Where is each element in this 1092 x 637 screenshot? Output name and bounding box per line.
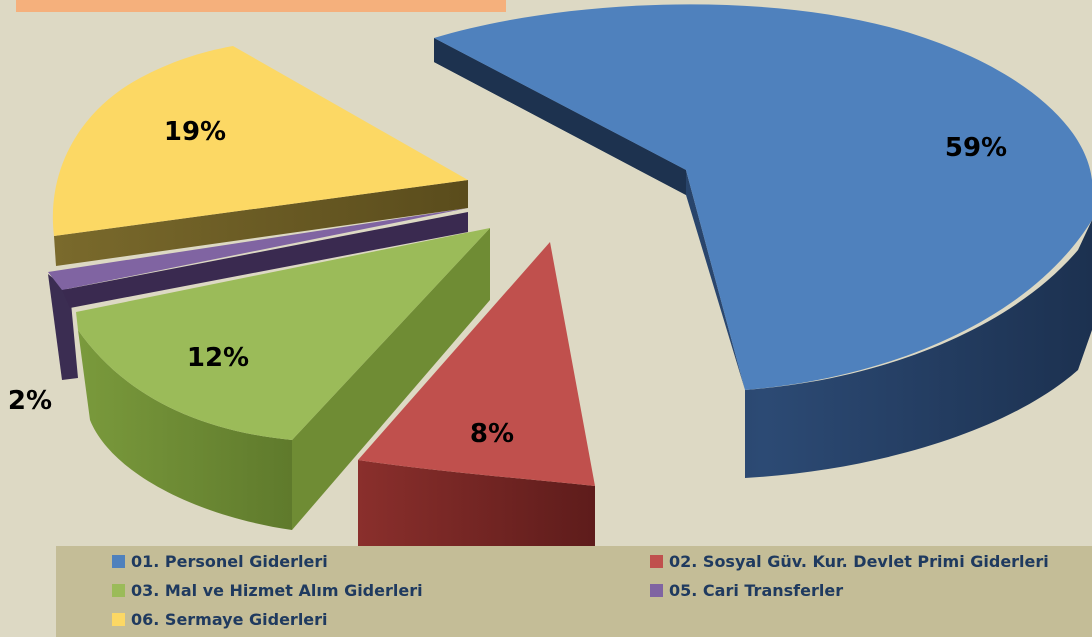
pie-slice-personel-top [434, 4, 1092, 391]
legend-swatch-sosyal [650, 554, 663, 568]
legend-swatch-cari [650, 583, 663, 597]
legend-item-sermaye: 06. Sermaye Giderleri [112, 607, 328, 631]
data-label-cari: 2% [8, 386, 52, 416]
legend-item-personel: 01. Personel Giderleri [112, 549, 328, 573]
data-label-personel: 59% [945, 133, 1007, 163]
legend-item-cari: 05. Cari Transferler [650, 578, 843, 602]
pie-slice-sosyal-side [358, 460, 595, 548]
pie-slice-personel-depth [434, 38, 686, 195]
legend-swatch-personel [112, 554, 125, 568]
pie-slice-sermaye-top [52, 46, 469, 236]
pie-slice-mal-hizmet-depth [292, 228, 490, 530]
legend-label-sosyal: 02. Sosyal Güv. Kur. Devlet Primi Giderl… [669, 551, 1049, 571]
pie-slice-personel [434, 4, 1092, 478]
pie-slice-cari-depth [62, 212, 468, 308]
legend-label-sermaye: 06. Sermaye Giderleri [131, 609, 328, 629]
pie-slice-mal-hizmet [76, 228, 490, 530]
data-label-mal-hizmet: 12% [187, 343, 249, 373]
pie-slice-sermaye-depth [54, 180, 468, 266]
pie-slice-cari [48, 208, 468, 380]
pie-slice-mal-hizmet-top [76, 228, 490, 440]
pie-slice-sosyal [358, 242, 595, 548]
pie-slice-mal-hizmet-side [78, 330, 292, 530]
legend-label-cari: 05. Cari Transferler [669, 580, 844, 600]
legend-label-mal-hizmet: 03. Mal ve Hizmet Alım Giderleri [131, 580, 423, 600]
chart-legend: 01. Personel Giderleri 02. Sosyal Güv. K… [56, 546, 1092, 637]
legend-item-sosyal: 02. Sosyal Güv. Kur. Devlet Primi Giderl… [650, 549, 1049, 573]
pie-slice-sermaye [52, 46, 469, 266]
data-label-sermaye: 19% [164, 117, 226, 147]
legend-item-mal-hizmet: 03. Mal ve Hizmet Alım Giderleri [112, 578, 423, 602]
legend-swatch-mal-hizmet [112, 583, 125, 597]
data-label-sosyal: 8% [470, 419, 514, 449]
header-accent-bar [16, 0, 506, 12]
legend-swatch-sermaye [112, 612, 125, 626]
legend-label-personel: 01. Personel Giderleri [131, 551, 328, 571]
pie-slice-sosyal-top [358, 242, 595, 486]
pie-slice-cari-top [48, 208, 468, 290]
